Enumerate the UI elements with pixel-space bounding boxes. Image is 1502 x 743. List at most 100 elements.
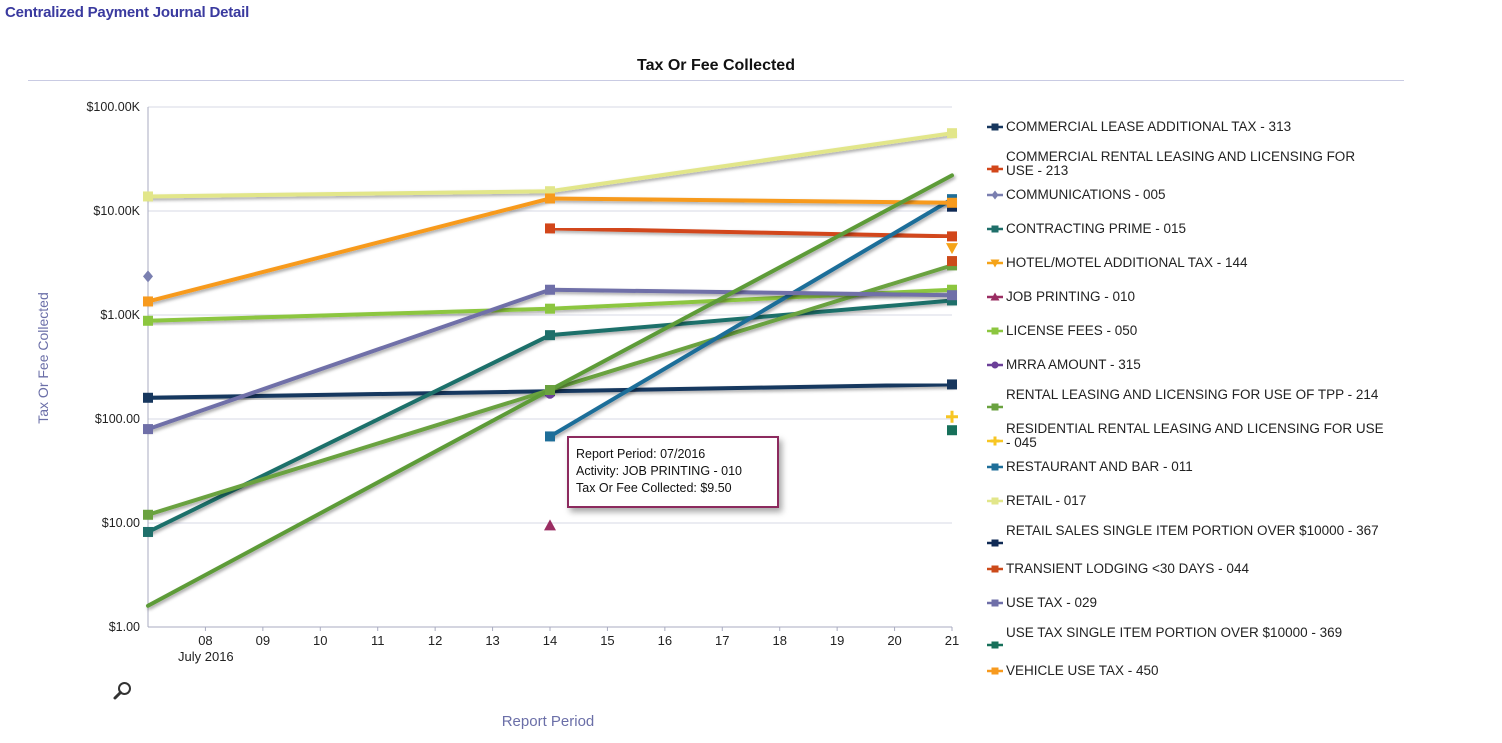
legend-label: USE TAX - 029 (1006, 595, 1098, 610)
tooltip-period: Report Period: 07/2016 (576, 447, 706, 461)
data-point-marker[interactable] (545, 186, 555, 197)
data-point-marker[interactable] (947, 197, 957, 208)
legend-label: RENTAL LEASING AND LICENSING FOR USE OF … (1006, 387, 1379, 402)
legend-label: VEHICLE USE TAX - 450 (1006, 663, 1159, 678)
legend-swatch (987, 259, 1003, 268)
legend-swatch-marker (991, 123, 999, 131)
tooltip-activity: Activity: JOB PRINTING - 010 (576, 464, 743, 478)
legend-swatch-marker (991, 165, 999, 173)
data-point-marker[interactable] (946, 410, 958, 423)
x-tick-label: 19 (830, 633, 844, 648)
legend-swatch-marker (991, 565, 999, 573)
legend-label: RETAIL SALES SINGLE ITEM PORTION OVER $1… (1006, 523, 1379, 538)
y-tick-label: $10.00 (102, 516, 140, 530)
x-tick-label: 09 (256, 633, 270, 648)
data-point-marker[interactable] (143, 315, 153, 326)
data-point-marker[interactable] (947, 284, 957, 295)
y-tick-label: $1.00K (100, 308, 140, 322)
legend-swatch-marker (991, 403, 999, 411)
legend-swatch (987, 327, 1003, 335)
x-tick-label: 16 (658, 633, 672, 648)
legend-swatch (987, 641, 1003, 649)
data-point-marker[interactable] (544, 519, 556, 531)
legend-label: RESTAURANT AND BAR - 011 (1006, 459, 1193, 474)
data-point-marker[interactable] (947, 425, 957, 436)
legend-label: USE TAX SINGLE ITEM PORTION OVER $10000 … (1006, 625, 1343, 640)
x-tick-label: 15 (600, 633, 614, 648)
legend-swatch (987, 436, 1003, 446)
y-tick-label: $1.00 (109, 620, 140, 634)
legend-swatch-marker (991, 190, 999, 200)
zoom-icon[interactable] (112, 680, 134, 702)
x-tick-label: 17 (715, 633, 729, 648)
x-tick-label: 21 (945, 633, 959, 648)
legend-swatch-marker (990, 259, 1000, 268)
data-point-marker[interactable] (143, 424, 153, 435)
legend-swatch (987, 403, 1003, 411)
data-point-marker[interactable] (143, 296, 153, 307)
legend-label: COMMUNICATIONS - 005 (1006, 187, 1166, 202)
legend-swatch-marker (991, 539, 999, 547)
data-point-marker[interactable] (545, 193, 555, 204)
legend-swatch-marker (991, 667, 999, 675)
legend-swatch-marker (991, 599, 999, 607)
data-point-marker[interactable] (947, 128, 957, 139)
data-point-marker[interactable] (143, 526, 153, 537)
data-point-marker[interactable] (545, 330, 555, 341)
legend-swatch (987, 497, 1003, 505)
data-point-marker[interactable] (947, 379, 957, 390)
legend-swatch-marker (991, 641, 999, 649)
legend-swatch-marker (990, 292, 1000, 301)
series-line[interactable] (548, 226, 954, 239)
data-point-marker[interactable] (545, 223, 555, 234)
data-point-marker[interactable] (947, 290, 957, 301)
data-point-marker[interactable] (947, 256, 957, 267)
y-tick-label: $100.00 (95, 412, 140, 426)
legend-label: LICENSE FEES - 050 (1006, 323, 1138, 338)
series-markers[interactable] (143, 128, 958, 537)
data-point-marker[interactable] (143, 270, 153, 283)
x-tick-label: 20 (887, 633, 901, 648)
x-axis-title: Report Period (501, 713, 595, 730)
x-tick-label: 13 (485, 633, 499, 648)
legend-swatch (987, 165, 1003, 173)
legend-swatch (987, 361, 1003, 369)
y-tick-label: $100.00K (86, 100, 140, 114)
legend-label: RETAIL - 017 (1006, 493, 1087, 508)
legend-swatch (987, 123, 1003, 131)
data-point-marker[interactable] (947, 295, 957, 306)
x-tick-label: 14 (543, 633, 557, 648)
series-lines[interactable] (146, 131, 954, 608)
x-tick-label: 08 (198, 633, 212, 648)
data-point-marker[interactable] (545, 385, 555, 396)
legend-swatch (987, 539, 1003, 547)
legend-label: JOB PRINTING - 010 (1006, 289, 1136, 304)
legend-swatch-marker (991, 463, 999, 471)
legend-swatch (987, 225, 1003, 233)
legend-label: TRANSIENT LODGING <30 DAYS - 044 (1006, 561, 1249, 576)
legend-swatch (987, 667, 1003, 675)
legend-swatch-marker (991, 497, 999, 505)
legend-swatch (987, 463, 1003, 471)
legend-label: RESIDENTIAL RENTAL LEASING AND LICENSING… (1006, 421, 1384, 450)
x-tick-label: 11 (371, 633, 385, 648)
data-point-marker[interactable] (946, 243, 958, 255)
legend-swatch-marker (991, 361, 999, 369)
data-point-marker[interactable] (143, 509, 153, 520)
legend-swatch-marker (991, 225, 999, 233)
x-tick-label: 18 (772, 633, 786, 648)
gridlines (148, 106, 952, 524)
data-point-marker[interactable] (545, 431, 555, 442)
series-line[interactable] (548, 197, 954, 439)
chart-title: Tax Or Fee Collected (637, 57, 795, 74)
x-tick-label: 10 (313, 633, 327, 648)
data-point-marker[interactable] (545, 303, 555, 314)
tooltip-value: Tax Or Fee Collected: $9.50 (576, 481, 732, 495)
legend-label: CONTRACTING PRIME - 015 (1006, 221, 1187, 236)
data-point-marker[interactable] (947, 231, 957, 242)
axes: $1.00 $10.00 $100.00 $1.00K $10.00K $100.00K 0… (86, 100, 959, 648)
data-point-marker[interactable] (143, 191, 153, 202)
legend-label: MRRA AMOUNT - 315 (1006, 357, 1141, 372)
data-point-marker[interactable] (143, 392, 153, 403)
data-point-marker[interactable] (545, 284, 555, 295)
